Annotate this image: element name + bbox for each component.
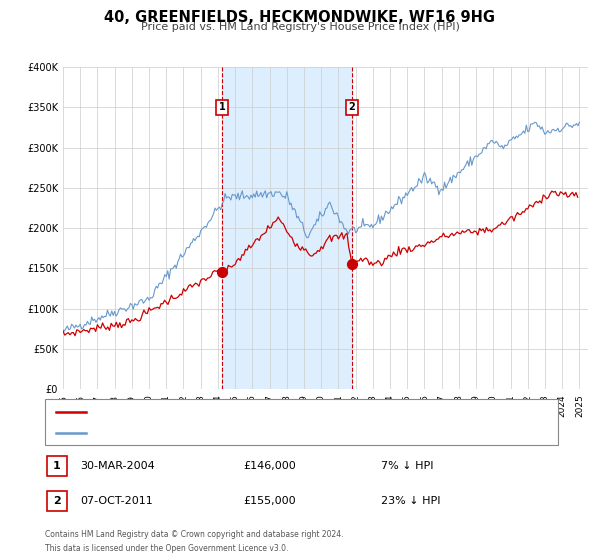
Text: 1: 1 bbox=[53, 461, 61, 471]
Text: £155,000: £155,000 bbox=[243, 496, 296, 506]
Text: 23% ↓ HPI: 23% ↓ HPI bbox=[381, 496, 440, 506]
Text: Contains HM Land Registry data © Crown copyright and database right 2024.: Contains HM Land Registry data © Crown c… bbox=[45, 530, 343, 539]
Text: HPI: Average price, detached house, Kirklees: HPI: Average price, detached house, Kirk… bbox=[90, 428, 310, 438]
Point bbox=[217, 267, 227, 276]
Text: 40, GREENFIELDS, HECKMONDWIKE, WF16 9HG: 40, GREENFIELDS, HECKMONDWIKE, WF16 9HG bbox=[104, 10, 496, 25]
Text: £146,000: £146,000 bbox=[243, 461, 296, 471]
Text: 40, GREENFIELDS, HECKMONDWIKE, WF16 9HG (detached house): 40, GREENFIELDS, HECKMONDWIKE, WF16 9HG … bbox=[90, 407, 412, 417]
Bar bbox=[222, 67, 352, 389]
Text: 2: 2 bbox=[348, 102, 355, 113]
Text: 1: 1 bbox=[219, 102, 226, 113]
Text: 2: 2 bbox=[53, 496, 61, 506]
Text: 07-OCT-2011: 07-OCT-2011 bbox=[80, 496, 152, 506]
Text: 30-MAR-2004: 30-MAR-2004 bbox=[80, 461, 155, 471]
Point bbox=[347, 260, 356, 269]
Text: This data is licensed under the Open Government Licence v3.0.: This data is licensed under the Open Gov… bbox=[45, 544, 289, 553]
Text: Price paid vs. HM Land Registry's House Price Index (HPI): Price paid vs. HM Land Registry's House … bbox=[140, 22, 460, 32]
Text: 7% ↓ HPI: 7% ↓ HPI bbox=[381, 461, 433, 471]
